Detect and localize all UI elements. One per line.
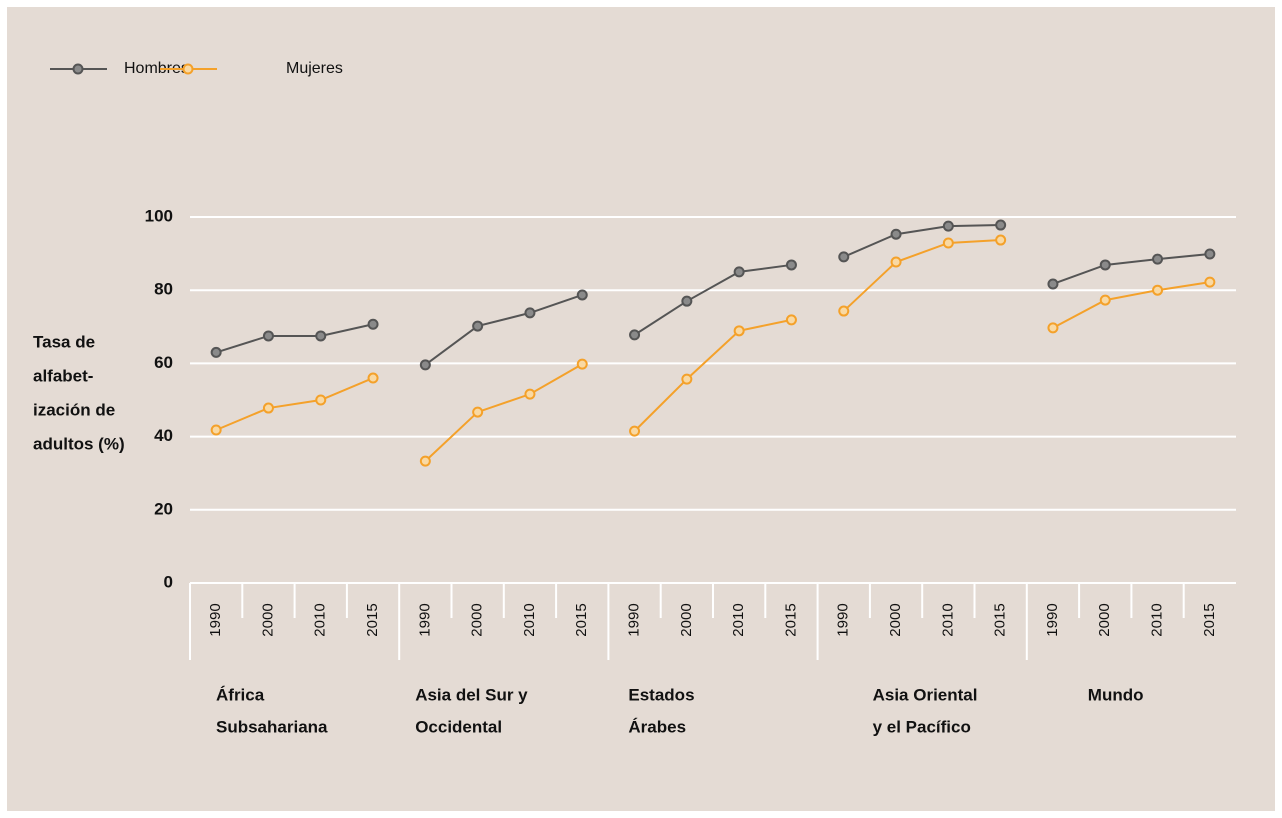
x-tick-label: 2015 [573,603,590,636]
group-label: Occidental [415,717,502,736]
group-label: Mundo [1088,685,1144,704]
data-point [367,372,379,384]
data-point [576,358,588,370]
data-point [419,359,431,371]
group-label: Árabes [628,717,686,736]
series-line [843,239,1001,312]
data-point [262,402,274,414]
data-point [733,325,745,337]
data-point [210,424,222,436]
group-label: África [216,685,265,704]
legend-swatch-marker [72,63,84,75]
x-tick-label: 2000 [259,603,276,636]
data-point [785,259,797,271]
x-tick-label: 1990 [416,603,433,636]
data-point [995,219,1007,231]
y-tick-label: 80 [154,280,173,299]
data-point [681,295,693,307]
y-tick-label: 40 [154,426,173,445]
data-point [1152,284,1164,296]
series-line [424,294,583,366]
data-point [838,305,850,317]
y-tick-label: 20 [154,499,173,518]
data-point [210,346,222,358]
x-tick-label: 2015 [782,603,799,636]
y-tick-label: 100 [145,206,173,225]
data-point [681,373,693,385]
y-axis-label: adultos (%) [33,434,125,453]
legend-label: Hombres [124,60,189,77]
data-point [629,425,641,437]
group-label: Asia Oriental [873,685,978,704]
data-point [1099,259,1111,271]
data-point [419,455,431,467]
data-point [472,406,484,418]
data-point [1204,248,1216,260]
x-tick-label: 2015 [992,603,1009,636]
x-tick-label: 2010 [312,603,329,636]
y-axis-label: Tasa de [33,332,95,351]
y-axis-label: alfabet- [33,366,93,385]
x-tick-label: 1990 [835,603,852,636]
x-tick-label: 2010 [730,603,747,636]
data-point [1204,276,1216,288]
x-tick-label: 2010 [1149,603,1166,636]
x-tick-label: 2015 [1201,603,1218,636]
group-label: Asia del Sur y [415,685,528,704]
y-tick-label: 60 [154,353,173,372]
data-point [942,220,954,232]
data-point [838,251,850,263]
group-label: y el Pacífico [873,717,971,736]
x-tick-label: 2000 [1096,603,1113,636]
y-tick-label: 0 [164,572,173,591]
series-line [843,224,1001,258]
data-point [733,266,745,278]
group-label: Estados [628,685,694,704]
data-point [576,289,588,301]
data-point [1047,278,1059,290]
series-line [1052,281,1211,329]
data-point [1099,294,1111,306]
data-point [1047,322,1059,334]
data-point [367,318,379,330]
x-tick-label: 2000 [887,603,904,636]
series-line [215,323,374,354]
series-line [633,318,792,432]
data-point [524,307,536,319]
x-tick-label: 2000 [469,603,486,636]
series-line [424,363,583,462]
x-tick-label: 2010 [939,603,956,636]
data-point [472,320,484,332]
series-line [1052,252,1210,285]
data-point [890,228,902,240]
x-tick-label: 2000 [678,603,695,636]
data-point [942,237,954,249]
legend-label: Mujeres [286,60,343,77]
data-point [262,330,274,342]
data-point [1152,253,1164,265]
x-tick-label: 2010 [521,603,538,636]
data-point [995,234,1007,246]
data-point [315,394,327,406]
background [7,7,1275,811]
data-point [629,329,641,341]
data-point [315,330,327,342]
x-tick-label: 2015 [364,603,381,636]
x-tick-label: 1990 [207,603,224,636]
data-point [890,256,902,268]
x-tick-label: 1990 [626,603,643,636]
x-tick-label: 1990 [1044,603,1061,636]
data-point [524,388,536,400]
data-point [785,314,797,326]
series-line [634,263,792,336]
series-line [215,377,374,431]
legend-swatch-marker [182,63,194,75]
group-label: Subsahariana [216,717,328,736]
y-axis-label: ización de [33,400,115,419]
